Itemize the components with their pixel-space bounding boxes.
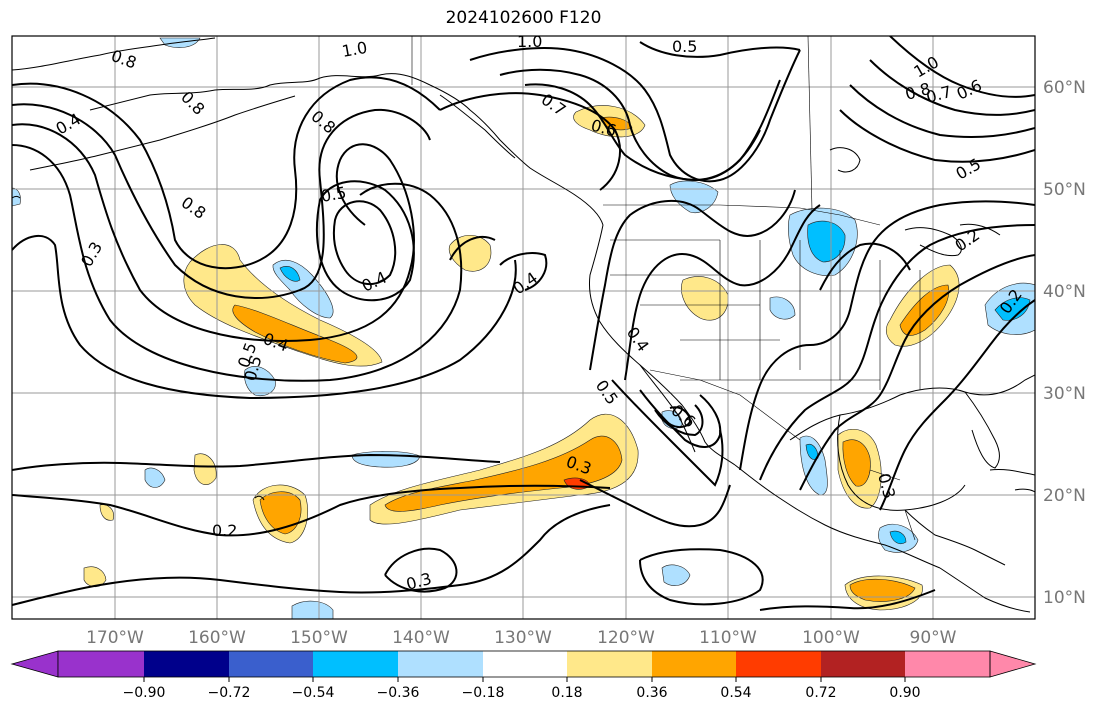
- contour-label: 0.5: [672, 37, 697, 56]
- shade-blue-15: [12, 187, 21, 207]
- shade-band-northwest-core: [232, 304, 358, 364]
- longitude-axis: 170°W 160°W 150°W 140°W 130°W 120°W 110°…: [86, 628, 957, 648]
- shade-blue-11: [291, 600, 334, 619]
- colorbar-tick-label: −0.54: [292, 685, 335, 701]
- colorbar-tick-label: −0.18: [462, 685, 505, 701]
- colorbar-segment: [821, 651, 905, 677]
- lon-tick-label: 170°W: [86, 628, 144, 648]
- colorbar-extend-high: [989, 650, 1037, 678]
- shade-band-northwest: [183, 244, 383, 367]
- colorbar-tick-label: −0.90: [123, 685, 166, 701]
- colorbar-tick-label: 0.90: [889, 685, 920, 701]
- lon-tick-label: 150°W: [290, 628, 348, 648]
- contour-label: 0.5: [319, 183, 347, 206]
- colorbar-tick-label: 0.18: [551, 685, 582, 701]
- lon-tick-label: 100°W: [802, 628, 860, 648]
- colorbar-extend-low: [10, 650, 59, 678]
- contour-label: 1.0: [517, 32, 542, 51]
- shade-blue-14: [159, 37, 201, 48]
- contour-label: 0.2: [212, 521, 237, 540]
- shade-blue-7: [144, 467, 166, 488]
- shade-yellow-3: [83, 566, 107, 588]
- lon-tick-label: 160°W: [188, 628, 246, 648]
- colorbar-ticks: [143, 677, 906, 682]
- contour-lines: [12, 36, 1035, 611]
- map-frame: [11, 35, 1036, 620]
- shade-gulf-orange: [842, 439, 871, 487]
- colorbar-segment: [483, 651, 567, 677]
- colorbar-tick-label: −0.36: [377, 685, 420, 701]
- lat-tick-label: 20°N: [1043, 486, 1086, 506]
- colorbar-segment: [144, 651, 229, 677]
- shade-blue-12: [769, 296, 796, 320]
- map-area: 0.8 1.0 1.0 0.5 0.8 1.0 0.8 0.7 0.6 0.4 …: [12, 32, 1035, 619]
- shade-south-orange: [849, 578, 916, 602]
- shade-tropical-orange: [384, 435, 623, 512]
- map-title: 2024102600 F120: [445, 8, 602, 28]
- lat-tick-label: 30°N: [1043, 384, 1086, 404]
- shade-yellow-4: [193, 453, 217, 485]
- lon-tick-label: 130°W: [494, 628, 552, 648]
- latitude-axis: 60°N 50°N 40°N 30°N 20°N 10°N: [1043, 78, 1086, 608]
- colorbar-tick-label: 0.54: [720, 685, 751, 701]
- colorbar: −0.90 −0.72 −0.54 −0.36 −0.18 0.18 0.36 …: [10, 650, 1037, 701]
- colorbar-segment: [58, 651, 144, 677]
- shade-blue-8-core: [805, 443, 819, 460]
- lat-tick-label: 40°N: [1043, 282, 1086, 302]
- colorbar-segment: [652, 651, 736, 677]
- lon-tick-label: 140°W: [392, 628, 450, 648]
- colorbar-segment: [736, 651, 821, 677]
- shade-blue-4-core: [994, 297, 1031, 321]
- colorbar-tick-label: −0.72: [208, 685, 251, 701]
- shade-yellow-2: [681, 276, 729, 321]
- lat-tick-label: 60°N: [1043, 78, 1086, 98]
- graticule: [12, 36, 1035, 619]
- coastlines: [12, 37, 1035, 613]
- colorbar-tick-label: 0.72: [805, 685, 836, 701]
- lon-tick-label: 120°W: [597, 628, 655, 648]
- contour-label: 1.0: [340, 38, 368, 61]
- shade-blue-1-core: [279, 266, 301, 282]
- colorbar-segment: [398, 651, 483, 677]
- shade-blue-9-core: [889, 530, 907, 544]
- lon-tick-label: 90°W: [910, 628, 957, 648]
- lat-tick-label: 50°N: [1043, 180, 1086, 200]
- shade-blue-10: [661, 564, 691, 586]
- shade-blue-3-core: [807, 220, 846, 263]
- lon-tick-label: 110°W: [699, 628, 757, 648]
- lat-tick-label: 10°N: [1043, 588, 1086, 608]
- shade-east-orange: [899, 284, 950, 336]
- colorbar-segment: [905, 651, 990, 677]
- colorbar-tick-label: 0.36: [636, 685, 667, 701]
- political-borders: [411, 36, 921, 541]
- colorbar-segment: [313, 651, 398, 677]
- colorbar-segment: [567, 651, 652, 677]
- colorbar-segment: [229, 651, 313, 677]
